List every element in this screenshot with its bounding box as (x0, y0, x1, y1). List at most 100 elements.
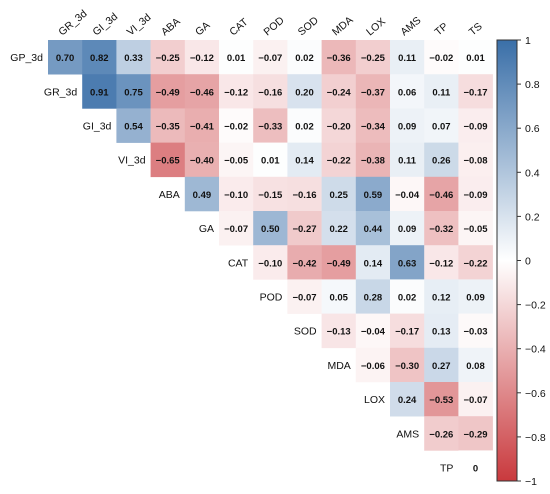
heatmap-cell-GP_3d-AMS (390, 40, 425, 75)
heatmap-cell-GA-POD (253, 211, 288, 246)
heatmap-cell-GA-TP (424, 211, 459, 246)
colorbar-gradient (496, 39, 518, 482)
cell-value-label: −0.27 (292, 224, 316, 235)
cell-value-label: −0.06 (361, 361, 385, 372)
cell-value-label: −0.05 (463, 224, 488, 235)
heatmap-cell-GR_3d-MDA (321, 74, 357, 109)
heatmap-cell-VI_3d-CAT (219, 142, 254, 178)
cell-value-label: 0.22 (329, 224, 348, 235)
row-label: GA (199, 223, 214, 235)
heatmap-cell-CAT-POD (253, 245, 288, 280)
heatmap-cell-VI_3d-GA (184, 142, 220, 178)
heatmap-cell-POD-TS (458, 279, 493, 314)
cell-value-label: −0.02 (429, 53, 453, 64)
colorbar-tick-label: 0.6 (525, 123, 540, 135)
heatmap-cell-POD-TP (424, 279, 459, 314)
cell-value-label: −0.24 (327, 87, 352, 98)
cell-value-label: 0.11 (398, 156, 417, 167)
cell-value-label: 0.28 (364, 293, 383, 304)
heatmap-cell-GR_3d-SOD (287, 74, 322, 109)
heatmap-cell-ABA-POD (253, 176, 288, 212)
heatmap-cell-GA-SOD (287, 211, 322, 246)
row-label: AMS (396, 428, 419, 440)
colorbar-tick-label: −0.6 (525, 388, 546, 400)
heatmap-cell-ABA-CAT (219, 176, 254, 212)
cell-value-label: −0.41 (190, 122, 215, 133)
cell-value-label: −0.07 (463, 395, 487, 406)
heatmap-cell-ABA-AMS (390, 176, 425, 212)
cell-value-label: 0.01 (466, 53, 485, 64)
heatmap-cell-GP_3d-VI_3d (116, 40, 151, 75)
heatmap-cell-GR_3d-GA (184, 74, 220, 109)
heatmap-cell-GI_3d-VI_3d (116, 108, 151, 143)
row-label: GI_3d (83, 121, 112, 133)
cell-value-label: −0.35 (156, 122, 181, 133)
colorbar-tick-label: −0.8 (525, 432, 546, 444)
heatmap-cell-CAT-MDA (321, 245, 357, 280)
heatmap-cell-CAT-LOX (355, 245, 391, 280)
cell-value-label: −0.30 (395, 361, 419, 372)
column-label: GR_3d (56, 8, 89, 39)
heatmap-cell-GI_3d-SOD (287, 108, 322, 143)
heatmap-cell-GP_3d-TP (424, 40, 459, 75)
heatmap-cell-GP_3d-TS (458, 40, 493, 75)
cell-value-label: 0.11 (398, 53, 417, 64)
heatmap-cell-VI_3d-LOX (355, 142, 391, 178)
heatmap-cell-POD-LOX (355, 279, 391, 314)
heatmap-cell-GP_3d-LOX (355, 40, 391, 75)
cell-value-label: −0.07 (224, 224, 248, 235)
cell-value-label: 0.05 (329, 293, 348, 304)
column-labels: GR_3d GI_3d VI_3d ABA GA CAT POD SOD MDA LOX AMS TP… (56, 8, 484, 39)
colorbar-tick-label: 0.2 (525, 211, 540, 223)
heatmap-cell-ABA-GA (184, 176, 220, 212)
heatmap-cell-labels: 0.70 0.82 0.33 −0.25 −0.12 0.01 −0.07 0.02 −0.36… (56, 53, 488, 474)
heatmap-cell-MDA-TP (424, 347, 459, 383)
cell-value-label: −0.22 (327, 156, 351, 167)
column-label: GI_3d (91, 11, 121, 39)
heatmap-cell-GI_3d-MDA (321, 108, 357, 143)
heatmap-cell-TP-TS (458, 450, 493, 485)
cell-value-label: −0.29 (463, 429, 487, 440)
heatmap-cell-GP_3d-GA (184, 40, 220, 75)
cell-value-label: 0.25 (329, 190, 348, 201)
cell-value-label: −0.03 (463, 327, 487, 338)
cell-value-label: −0.02 (224, 122, 248, 133)
heatmap-cell-CAT-TP (424, 245, 459, 280)
cell-value-label: 0.13 (432, 327, 451, 338)
cell-value-label: −0.49 (327, 258, 351, 269)
cell-value-label: −0.32 (429, 224, 453, 235)
heatmap-cell-ABA-MDA (321, 176, 357, 212)
cell-value-label: −0.65 (156, 156, 181, 167)
cell-value-label: −0.36 (327, 53, 351, 64)
heatmap-cell-AMS-TP (424, 416, 459, 451)
cell-value-label: −0.46 (190, 87, 214, 98)
heatmap-cell-CAT-TS (458, 245, 493, 280)
column-label: SOD (296, 14, 321, 38)
cell-value-label: 0.54 (124, 122, 143, 133)
heatmap-cell-ABA-TS (458, 176, 493, 212)
cell-value-label: −0.12 (224, 87, 248, 98)
heatmap-cell-VI_3d-AMS (390, 142, 425, 178)
colorbar-tick-label: 0.4 (525, 167, 540, 179)
column-label: TP (433, 20, 451, 38)
heatmap-cell-GI_3d-TS (458, 108, 493, 143)
cell-value-label: −0.17 (395, 327, 419, 338)
heatmap-cell-GA-LOX (355, 211, 391, 246)
cell-value-label: −0.38 (361, 156, 385, 167)
heatmap-cell-GR_3d-TS (458, 74, 493, 109)
heatmap-cell-GP_3d-CAT (219, 40, 254, 75)
cell-value-label: −0.16 (258, 87, 282, 98)
cell-value-label: −0.10 (224, 190, 248, 201)
column-label: TS (467, 20, 485, 38)
row-label: MDA (327, 360, 350, 372)
heatmap-cell-LOX-TS (458, 382, 493, 417)
row-label: LOX (364, 394, 385, 406)
cell-value-label: 0.02 (398, 293, 417, 304)
row-label: ABA (159, 189, 180, 201)
cell-value-label: 0.09 (398, 122, 417, 133)
cell-value-label: −0.09 (463, 190, 487, 201)
row-label: TP (440, 463, 453, 475)
heatmap-cell-GP_3d-SOD (287, 40, 322, 75)
heatmap-cell-POD-SOD (287, 279, 322, 314)
